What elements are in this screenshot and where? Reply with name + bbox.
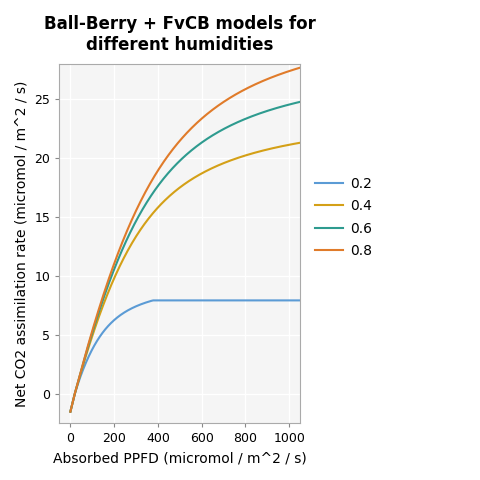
0.6 — [256, 111, 262, 117]
0.2 — [177, 298, 183, 303]
Title: Ball-Berry + FvCB models for
different humidities: Ball-Berry + FvCB models for different h… — [44, 15, 316, 54]
0.2 — [179, 298, 184, 303]
0.2 — [204, 298, 210, 303]
0.4 — [292, 141, 298, 146]
0.8 — [177, 138, 182, 144]
0.4 — [177, 185, 182, 191]
0.2 — [68, 409, 73, 415]
Line: 0.4: 0.4 — [71, 143, 300, 412]
0.8 — [204, 111, 210, 117]
0.8 — [178, 137, 184, 143]
Legend: 0.2, 0.4, 0.6, 0.8: 0.2, 0.4, 0.6, 0.8 — [310, 171, 377, 264]
0.2 — [297, 298, 303, 303]
0.6 — [297, 99, 303, 105]
0.6 — [178, 157, 184, 163]
0.4 — [297, 140, 303, 145]
0.4 — [178, 184, 184, 190]
0.2 — [151, 298, 156, 303]
0.4 — [68, 409, 73, 415]
X-axis label: Absorbed PPFD (micromol / m^2 / s): Absorbed PPFD (micromol / m^2 / s) — [53, 451, 307, 465]
0.2 — [292, 298, 298, 303]
0.2 — [256, 298, 262, 303]
0.8 — [297, 65, 303, 71]
Y-axis label: Net CO2 assimilation rate (micromol / m^2 / s): Net CO2 assimilation rate (micromol / m^… — [15, 80, 29, 407]
0.6 — [192, 145, 198, 151]
0.4 — [192, 175, 198, 180]
0.6 — [204, 136, 210, 142]
Line: 0.2: 0.2 — [71, 300, 300, 412]
Line: 0.6: 0.6 — [71, 102, 300, 412]
0.2 — [192, 298, 198, 303]
0.6 — [68, 409, 73, 415]
Line: 0.8: 0.8 — [71, 68, 300, 412]
0.6 — [292, 100, 298, 106]
0.6 — [177, 158, 182, 164]
0.4 — [204, 168, 210, 173]
0.8 — [292, 66, 298, 72]
0.8 — [68, 409, 73, 415]
0.8 — [192, 122, 198, 128]
0.8 — [256, 80, 262, 85]
0.4 — [256, 149, 262, 155]
